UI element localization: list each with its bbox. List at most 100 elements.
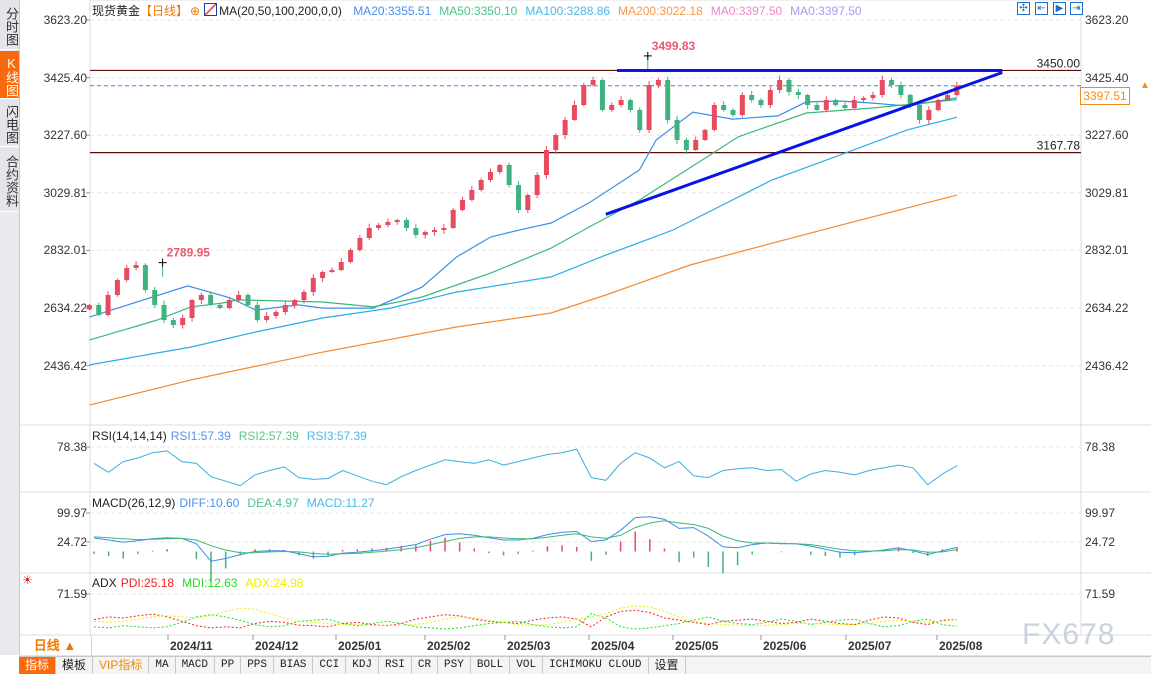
price-alert-icon[interactable]: ▲ <box>1140 80 1150 91</box>
indicator-tab-cr[interactable]: CR <box>412 657 439 674</box>
candle-body <box>86 304 92 310</box>
macd-axis-label-right: 99.97 <box>1085 505 1116 520</box>
candle-body <box>385 221 391 225</box>
adx-name: ADX <box>92 576 117 590</box>
scroll-end-icon[interactable]: ▶ <box>1053 2 1066 15</box>
candle-body <box>889 79 895 86</box>
ma-line-ma20 <box>89 97 957 318</box>
indicator-tab-pps[interactable]: PPS <box>241 657 274 674</box>
candle-body <box>161 304 167 320</box>
candle-body <box>767 90 773 106</box>
indicator-tab-cci[interactable]: CCI <box>313 657 347 674</box>
candle-body <box>665 79 671 121</box>
indicator-tab-psy[interactable]: PSY <box>438 657 471 674</box>
period-selector[interactable]: 日线 ▲ <box>19 636 92 656</box>
indicator-tab-vip指标[interactable]: VIP指标 <box>93 657 150 674</box>
tab-contract-info[interactable]: 合约资料 <box>0 148 19 212</box>
candle-body <box>833 99 839 106</box>
exit-icon[interactable]: ⇥ <box>1070 2 1083 15</box>
indicator-tab-指标[interactable]: 指标 <box>19 657 57 674</box>
candle-body <box>124 268 130 281</box>
indicator-tab-pp[interactable]: PP <box>215 657 242 674</box>
candle-body <box>861 97 867 100</box>
indicator-tab-kdj[interactable]: KDJ <box>346 657 380 674</box>
month-label: 2025/06 <box>763 639 807 653</box>
symbol-name: 现货黄金 <box>92 4 141 18</box>
adx-value: MDI:12.63 <box>182 576 238 590</box>
macd-axis-label-left: 99.97 <box>56 505 87 520</box>
rsi-value: RSI2:57.39 <box>238 429 299 443</box>
tab-flash-chart[interactable]: 闪电图 <box>0 100 19 147</box>
candle-body <box>357 238 363 251</box>
indicator-tab-ma[interactable]: MA <box>149 657 176 674</box>
candle-body <box>795 91 801 95</box>
candle-body <box>142 265 148 290</box>
month-label: 2025/05 <box>675 639 719 653</box>
candle-body <box>226 300 232 308</box>
indicator-tab-设置[interactable]: 设置 <box>649 657 686 674</box>
candle-body <box>543 150 549 175</box>
indicator-tab-ichimoku-cloud[interactable]: ICHIMOKU CLOUD <box>543 657 649 674</box>
tab-time-chart[interactable]: 分时图 <box>0 0 19 50</box>
sun-icon[interactable]: ☀ <box>22 573 33 587</box>
candle-body <box>254 304 260 320</box>
month-label: 2025/04 <box>591 639 635 653</box>
candle-body <box>599 79 605 110</box>
price-axis-label-right: 3623.20 <box>1085 13 1129 27</box>
candle-body <box>282 304 288 313</box>
candle-body <box>730 109 736 115</box>
candle-body <box>348 250 354 263</box>
candle-body <box>553 135 559 151</box>
ma-line-ma100 <box>89 116 958 366</box>
price-axis-label-left: 3425.40 <box>43 70 87 85</box>
indicator-settings-icon[interactable] <box>204 3 218 16</box>
indicator-name: MA(20,50,100,200,0,0) <box>219 4 342 18</box>
candle-body <box>926 109 932 121</box>
tab-candlestick-chart[interactable]: K线图 <box>0 51 19 99</box>
candle-body <box>562 120 568 136</box>
rsi-value: RSI1:57.39 <box>170 429 231 443</box>
candle-body <box>245 294 251 305</box>
indicator-tab-bias[interactable]: BIAS <box>274 657 314 674</box>
indicator-tab-boll[interactable]: BOLL <box>471 657 511 674</box>
candle-body <box>394 220 400 222</box>
rsi-axis-label-left: 78.38 <box>56 440 87 454</box>
candle-body <box>292 300 298 305</box>
candle-body <box>487 171 493 180</box>
candle-body <box>497 164 503 172</box>
candle-body <box>851 99 857 109</box>
ma-value: MA50:3350.10 <box>439 4 518 18</box>
candle-body <box>170 319 176 325</box>
candle-body <box>413 227 419 235</box>
adx-value: ADX:24.98 <box>245 576 304 590</box>
fit-range-icon[interactable]: ⇤ <box>1035 2 1048 15</box>
indicator-tab-macd[interactable]: MACD <box>176 657 215 674</box>
price-axis-label-left: 3029.81 <box>43 185 87 200</box>
indicator-tab-rsi[interactable]: RSI <box>379 657 412 674</box>
candle-body <box>441 227 447 231</box>
price-axis-label-left: 2832.01 <box>43 243 87 258</box>
high-marker-icon <box>643 51 652 60</box>
candle-body <box>208 294 214 305</box>
main-header: 现货黄金【日线】 ⊕ MA(20,50,100,200,0,0) MA20:3355… <box>92 2 878 19</box>
indicator-tab-vol[interactable]: VOL <box>510 657 544 674</box>
crosshair-toggle-icon[interactable]: ⊕ <box>190 4 201 18</box>
candle-body <box>683 140 689 151</box>
indicator-tab-模板[interactable]: 模板 <box>56 657 94 674</box>
candle-body <box>506 164 512 186</box>
macd-value: DEA:4.97 <box>247 496 299 510</box>
candle-body <box>590 79 596 86</box>
candle-body <box>777 79 783 91</box>
crosshair-icon[interactable]: ✣ <box>1017 2 1030 15</box>
candle-body <box>114 280 120 295</box>
rsi-value: RSI3:57.39 <box>306 429 367 443</box>
candle-body <box>105 294 111 316</box>
candle-body <box>329 270 335 272</box>
level-label: 3450.00 <box>1037 56 1081 70</box>
month-label: 2025/02 <box>427 639 471 653</box>
candle-body <box>842 105 848 109</box>
macd-value: MACD:11.27 <box>306 496 375 510</box>
candle-body <box>954 85 960 95</box>
ma-line-ma200 <box>89 194 958 406</box>
